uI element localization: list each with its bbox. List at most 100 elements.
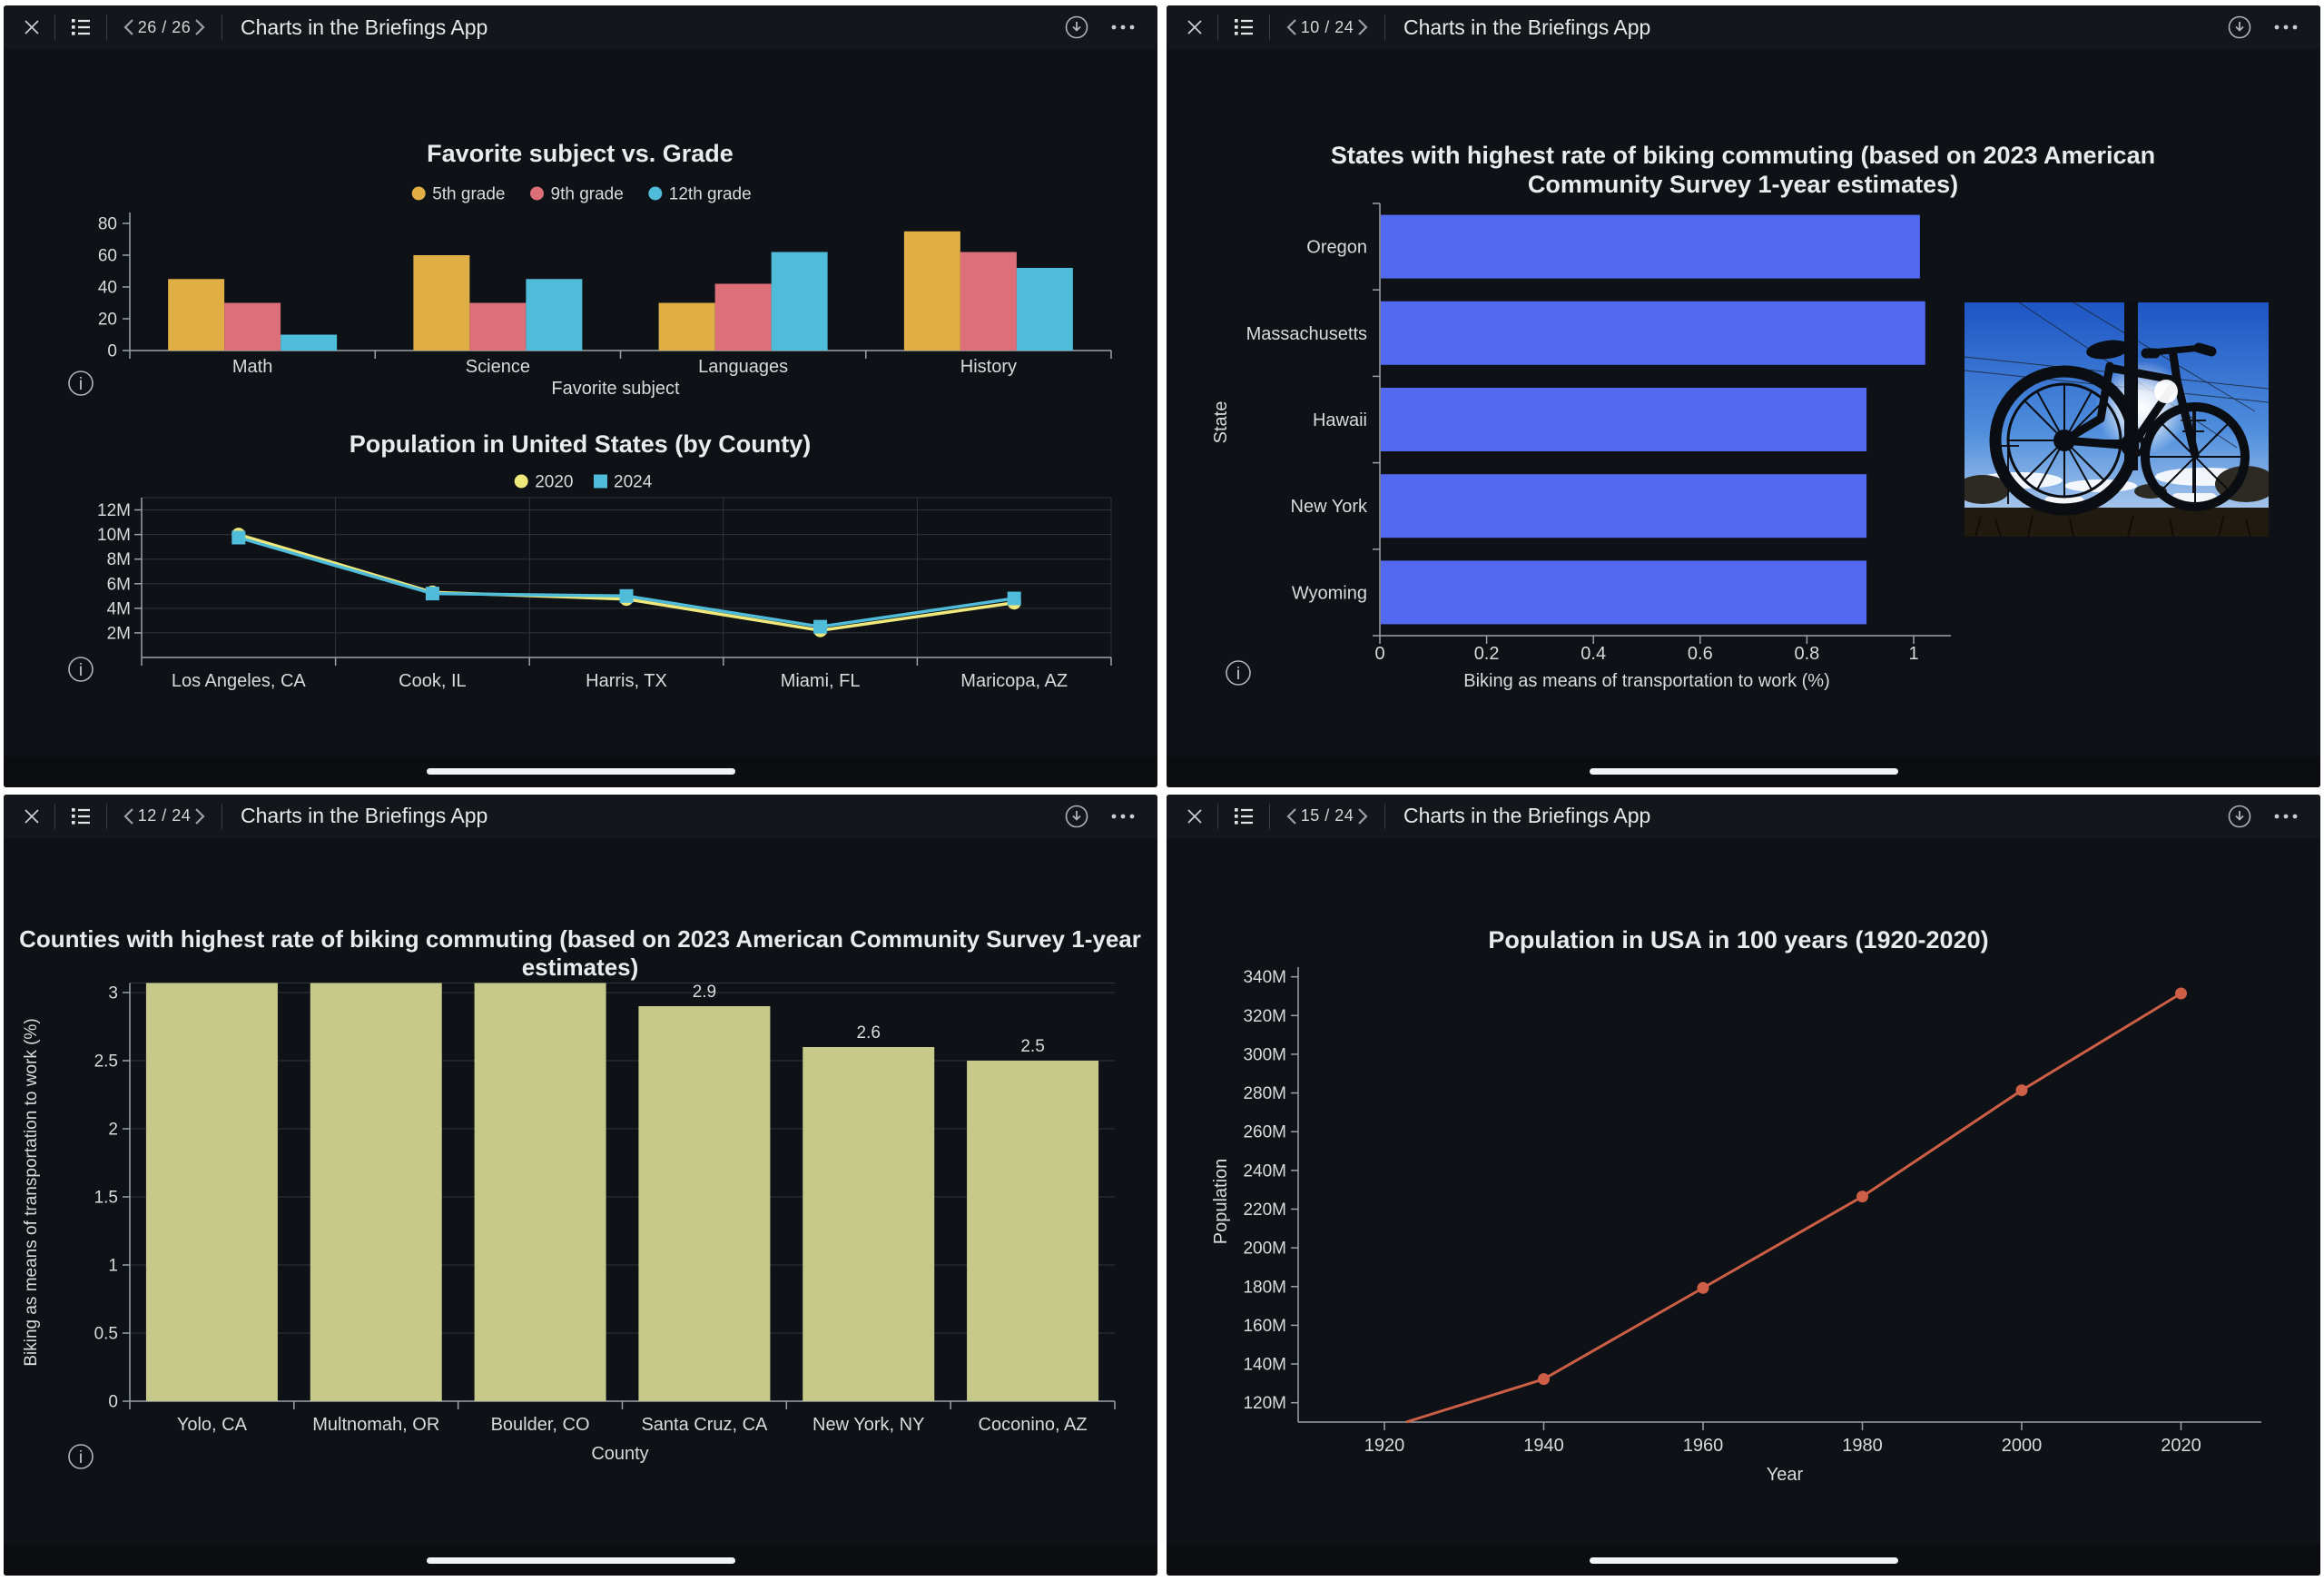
info-icon: i bbox=[68, 657, 94, 682]
svg-text:20: 20 bbox=[98, 311, 117, 330]
card-title: Charts in the Briefings App bbox=[241, 15, 488, 39]
chevron-left-icon[interactable] bbox=[122, 807, 136, 825]
chart-favorite-subject: Favorite subject vs. Grade 5th grade 9th g… bbox=[4, 94, 1157, 440]
chevron-left-icon[interactable] bbox=[122, 18, 136, 36]
card-footer bbox=[4, 1545, 1157, 1576]
svg-text:260M: 260M bbox=[1243, 1122, 1286, 1141]
card-footer bbox=[1167, 1545, 2320, 1576]
chart-population-usa: Population in USA in 100 years (1920-202… bbox=[1167, 838, 2320, 1545]
info-icon: i bbox=[68, 371, 94, 396]
divider bbox=[54, 803, 55, 829]
svg-text:New York, NY: New York, NY bbox=[812, 1415, 924, 1435]
card-content: Counties with highest rate of biking com… bbox=[4, 837, 1157, 1545]
svg-text:i: i bbox=[79, 1448, 83, 1467]
svg-text:2M: 2M bbox=[107, 624, 131, 643]
svg-text:80: 80 bbox=[98, 215, 117, 234]
svg-text:0.4: 0.4 bbox=[1581, 644, 1606, 664]
svg-text:120M: 120M bbox=[1243, 1394, 1286, 1413]
more-options-icon[interactable] bbox=[2273, 813, 2300, 820]
svg-text:0.6: 0.6 bbox=[1688, 644, 1713, 664]
briefing-card-2: 10 / 24 Charts in the Briefings App Stat… bbox=[1167, 5, 2320, 787]
svg-text:340M: 340M bbox=[1243, 968, 1286, 987]
divider bbox=[1269, 15, 1270, 40]
svg-text:0.5: 0.5 bbox=[94, 1324, 118, 1343]
divider bbox=[106, 803, 107, 829]
more-options-icon[interactable] bbox=[1110, 813, 1137, 820]
svg-text:8M: 8M bbox=[107, 550, 131, 569]
download-icon[interactable] bbox=[2228, 15, 2251, 39]
info-icon: i bbox=[1226, 660, 1251, 686]
svg-text:2024: 2024 bbox=[614, 473, 653, 492]
svg-text:Wyoming: Wyoming bbox=[1292, 583, 1367, 603]
svg-text:0: 0 bbox=[108, 1392, 118, 1411]
card-header: 10 / 24 Charts in the Briefings App bbox=[1167, 5, 2320, 49]
download-icon[interactable] bbox=[1065, 15, 1088, 39]
close-icon[interactable] bbox=[1187, 19, 1203, 35]
close-icon[interactable] bbox=[1187, 808, 1203, 825]
close-icon[interactable] bbox=[24, 808, 40, 825]
divider bbox=[1269, 803, 1270, 829]
svg-text:i: i bbox=[1236, 665, 1240, 684]
svg-text:States with highest rate of bi: States with highest rate of biking commu… bbox=[1331, 142, 2155, 169]
svg-text:200M: 200M bbox=[1243, 1239, 1286, 1258]
list-icon[interactable] bbox=[1233, 16, 1255, 38]
svg-text:1920: 1920 bbox=[1364, 1436, 1405, 1456]
page-indicator: 10 / 24 bbox=[1300, 17, 1354, 36]
svg-text:Miami, FL: Miami, FL bbox=[781, 671, 861, 691]
card-header: 12 / 24 Charts in the Briefings App bbox=[4, 794, 1157, 838]
chevron-right-icon[interactable] bbox=[192, 807, 207, 825]
svg-text:0: 0 bbox=[107, 342, 117, 361]
info-icon: i bbox=[68, 1443, 94, 1469]
more-options-icon[interactable] bbox=[2273, 24, 2300, 31]
svg-text:2000: 2000 bbox=[2002, 1436, 2043, 1456]
svg-text:2: 2 bbox=[108, 1120, 118, 1139]
briefing-card-3: 12 / 24 Charts in the Briefings App Coun… bbox=[4, 794, 1157, 1576]
chevron-left-icon[interactable] bbox=[1285, 807, 1299, 825]
svg-text:Multnomah, OR: Multnomah, OR bbox=[312, 1415, 439, 1435]
svg-text:320M: 320M bbox=[1243, 1006, 1286, 1025]
svg-text:10M: 10M bbox=[97, 526, 131, 545]
chevron-right-icon[interactable] bbox=[1355, 18, 1370, 36]
svg-text:Population: Population bbox=[1211, 1158, 1231, 1244]
list-icon[interactable] bbox=[70, 805, 92, 827]
scroll-indicator[interactable] bbox=[1589, 1556, 1898, 1564]
scroll-indicator[interactable] bbox=[426, 768, 735, 775]
divider bbox=[1384, 15, 1385, 40]
svg-text:Oregon: Oregon bbox=[1306, 238, 1367, 258]
svg-text:County: County bbox=[591, 1444, 648, 1464]
svg-text:State: State bbox=[1211, 401, 1231, 444]
svg-text:5th grade: 5th grade bbox=[432, 185, 505, 204]
chevron-right-icon[interactable] bbox=[1355, 807, 1370, 825]
svg-text:2.9: 2.9 bbox=[693, 983, 716, 1002]
divider bbox=[1217, 803, 1218, 829]
svg-text:Cook, IL: Cook, IL bbox=[399, 671, 466, 691]
download-icon[interactable] bbox=[1065, 805, 1088, 828]
list-icon[interactable] bbox=[1233, 805, 1255, 827]
scroll-indicator[interactable] bbox=[1589, 768, 1898, 775]
list-icon[interactable] bbox=[70, 16, 92, 38]
close-icon[interactable] bbox=[24, 19, 40, 35]
svg-text:Yolo, CA: Yolo, CA bbox=[177, 1415, 248, 1435]
more-options-icon[interactable] bbox=[1110, 24, 1137, 31]
bike-photo bbox=[1965, 302, 2269, 537]
svg-text:Year: Year bbox=[1767, 1465, 1804, 1485]
svg-text:40: 40 bbox=[98, 279, 117, 298]
card-title: Charts in the Briefings App bbox=[241, 804, 488, 827]
briefing-card-4: 15 / 24 Charts in the Briefings App Popu… bbox=[1167, 794, 2320, 1576]
svg-text:9th grade: 9th grade bbox=[551, 185, 624, 204]
svg-text:Favorite subject vs. Grade: Favorite subject vs. Grade bbox=[427, 140, 734, 167]
divider bbox=[106, 15, 107, 40]
svg-text:Biking as means of transportat: Biking as means of transportation to wor… bbox=[1463, 671, 1830, 691]
svg-text:140M: 140M bbox=[1243, 1355, 1286, 1374]
svg-text:Counties with highest rate of: Counties with highest rate of biking com… bbox=[19, 925, 1141, 953]
chevron-right-icon[interactable] bbox=[192, 18, 207, 36]
svg-text:Population in United States (b: Population in United States (by County) bbox=[350, 430, 812, 458]
page-indicator: 15 / 24 bbox=[1300, 806, 1354, 825]
scroll-indicator[interactable] bbox=[426, 1556, 735, 1564]
download-icon[interactable] bbox=[2228, 805, 2251, 828]
briefing-card-1: 26 / 26 Charts in the Briefings App Favo… bbox=[4, 5, 1157, 787]
svg-text:i: i bbox=[79, 375, 83, 394]
divider bbox=[54, 15, 55, 40]
chevron-left-icon[interactable] bbox=[1285, 18, 1299, 36]
